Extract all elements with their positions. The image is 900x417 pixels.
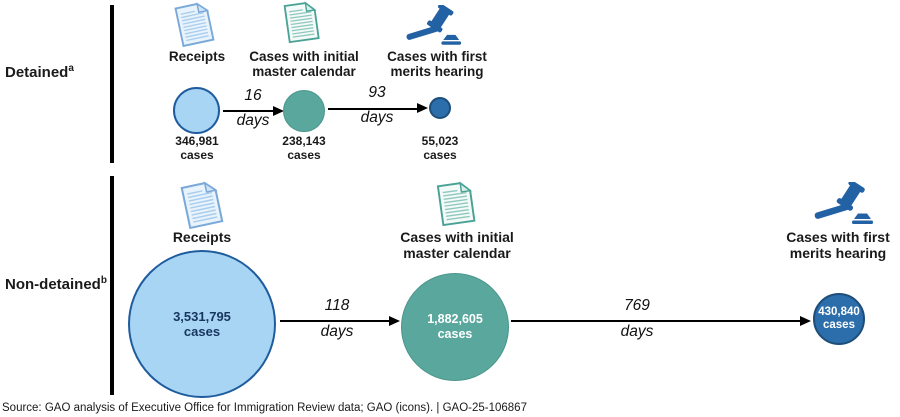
transition-days-unit: days	[236, 112, 270, 129]
transition-days-value: 769	[624, 297, 650, 314]
calendar-circle-detained	[283, 90, 325, 132]
calendar-document-icon	[434, 179, 480, 234]
arrow-line	[328, 107, 417, 110]
merits-circle-detained	[429, 97, 451, 119]
stage-title-receipts: Receipts	[172, 229, 232, 245]
stage-title-merits-hearing: Cases with first merits hearing	[387, 49, 487, 79]
section-label-nondetained: Non-detainedb	[5, 275, 107, 293]
transition-days-unit: days	[360, 109, 394, 126]
arrow-line	[223, 110, 274, 113]
transition-days-unit: days	[320, 323, 354, 340]
nondetained-label: Non-detained	[5, 276, 101, 293]
calendar-count-detained: 238,143 cases	[282, 134, 326, 162]
receipts-circle-nondetained: 3,531,795 cases	[128, 250, 276, 398]
calendar-document-icon	[281, 0, 323, 50]
detained-divider-line	[110, 5, 114, 163]
receipts-circle-detained	[173, 87, 220, 134]
transition-days-value: 118	[324, 297, 350, 314]
arrow-head-icon	[389, 315, 400, 326]
stage-title-merits-hearing: Cases with first merits hearing	[786, 229, 890, 261]
document-icon	[177, 177, 228, 236]
arrow-line	[511, 320, 801, 323]
transition-days-unit: days	[620, 323, 654, 340]
source-attribution: Source: GAO analysis of Executive Office…	[2, 402, 527, 414]
stage-title-master-calendar: Cases with initial master calendar	[400, 229, 514, 261]
stage-title-master-calendar: Cases with initial master calendar	[249, 49, 359, 79]
arrow-head-icon	[800, 315, 811, 326]
gavel-icon	[404, 3, 462, 52]
stage-title-receipts: Receipts	[168, 49, 226, 64]
receipts-count-nondetained: 3,531,795 cases	[173, 309, 231, 339]
transition-days-value: 93	[368, 84, 386, 101]
receipts-count-detained: 346,981 cases	[175, 134, 219, 162]
gavel-icon	[812, 180, 874, 231]
document-icon	[171, 0, 218, 54]
merits-count-nondetained: 430,840 cases	[818, 306, 860, 331]
section-label-detained: Detaineda	[5, 63, 74, 81]
arrow-line	[280, 320, 390, 323]
nondetained-divider-line	[110, 176, 114, 395]
calendar-circle-nondetained: 1,882,605 cases	[401, 273, 509, 381]
merits-count-detained: 55,023 cases	[421, 134, 459, 162]
arrow-head-icon	[273, 105, 284, 116]
nondetained-footnote-marker: b	[100, 275, 107, 286]
arrow-head-icon	[417, 103, 428, 113]
detained-footnote-marker: a	[68, 63, 74, 74]
calendar-count-nondetained: 1,882,605 cases	[427, 312, 483, 341]
detained-label: Detained	[5, 64, 69, 81]
merits-circle-nondetained: 430,840 cases	[813, 293, 865, 345]
transition-days-value: 16	[244, 87, 262, 104]
